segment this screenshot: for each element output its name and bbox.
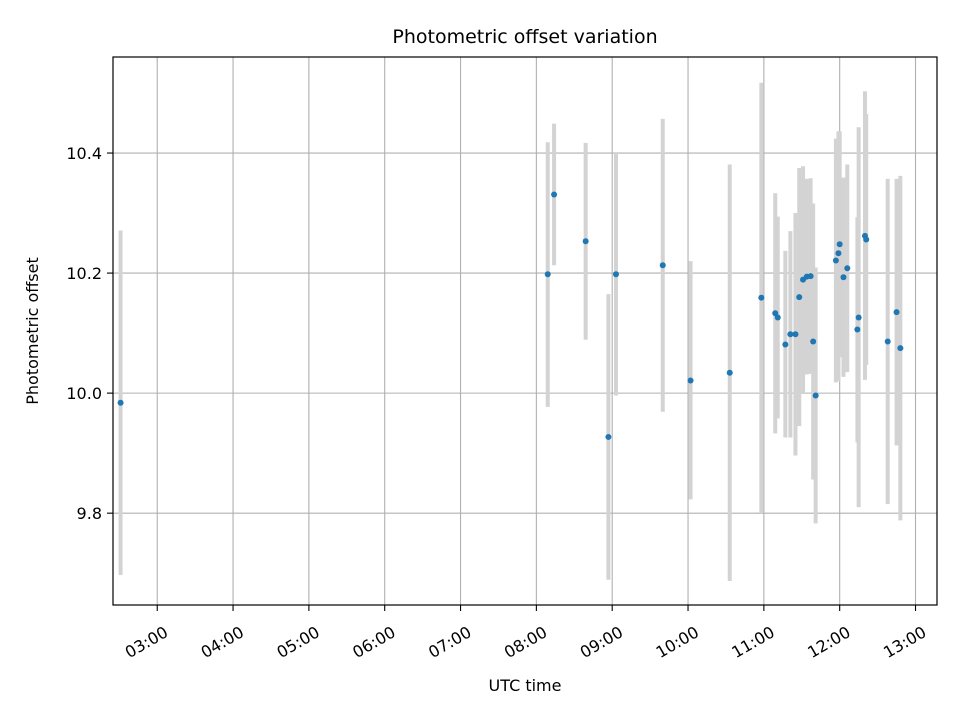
chart-title: Photometric offset variation (392, 26, 657, 48)
data-point (774, 314, 781, 321)
y-axis-ticks: 9.8 10.0 10.2 10.4 (66, 144, 113, 523)
data-point (659, 262, 666, 269)
data-point (544, 271, 551, 278)
plot-frame (112, 56, 938, 606)
x-axis-label: UTC time (489, 676, 562, 695)
data-point (782, 341, 789, 348)
data-point (854, 326, 861, 333)
y-tick-label: 9.8 (77, 504, 102, 523)
data-point (832, 257, 839, 264)
y-tick-label: 10.4 (66, 144, 102, 163)
data-point (884, 338, 891, 345)
data-point (855, 314, 862, 321)
data-point (605, 433, 612, 440)
data-point (893, 309, 900, 316)
data-point (836, 241, 843, 248)
data-point (792, 331, 799, 338)
data-point (117, 399, 124, 406)
y-tick-label: 10.2 (66, 264, 102, 283)
data-point (787, 331, 794, 338)
data-point (726, 369, 733, 376)
y-tick-label: 10.0 (66, 384, 102, 403)
y-axis-label: Photometric offset (23, 257, 42, 405)
data-point (835, 250, 842, 257)
data-point (863, 236, 870, 243)
data-point (758, 294, 765, 301)
data-point (582, 238, 589, 245)
data-points (117, 191, 904, 440)
data-point (840, 274, 847, 281)
data-point (551, 191, 558, 198)
data-point (612, 271, 619, 278)
data-point (844, 265, 851, 272)
data-point (812, 392, 819, 399)
data-point (796, 294, 803, 301)
data-point (807, 273, 814, 280)
data-point (687, 377, 694, 384)
data-point (897, 345, 904, 352)
data-point (810, 338, 817, 345)
